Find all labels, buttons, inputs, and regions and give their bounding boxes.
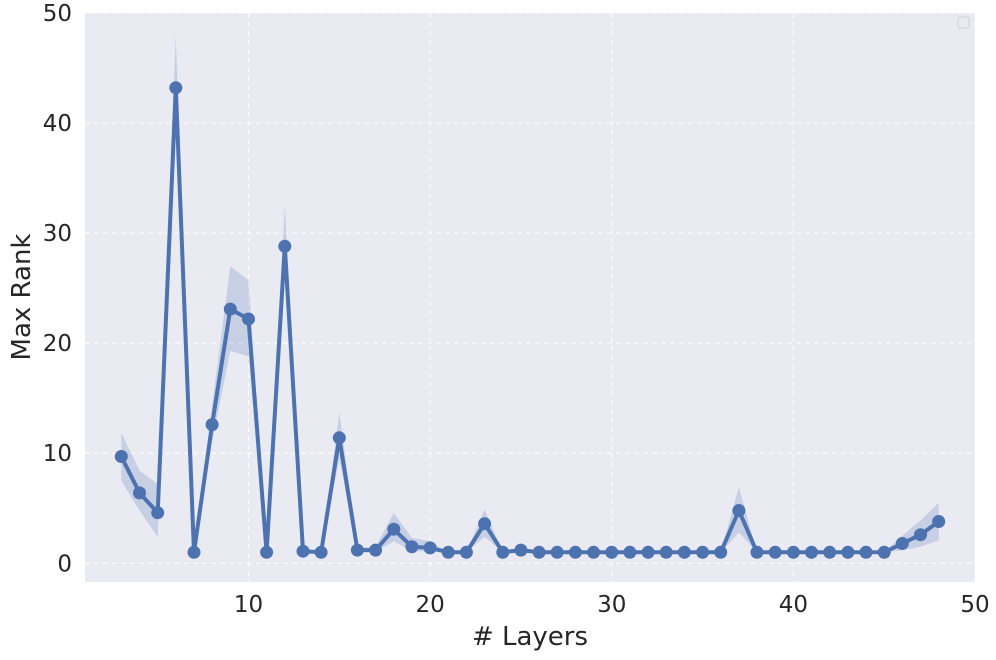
data-point <box>114 450 128 463</box>
data-point <box>423 541 437 555</box>
data-point <box>659 545 673 559</box>
data-point <box>332 431 346 445</box>
data-point <box>677 545 691 559</box>
data-point <box>877 545 891 559</box>
data-point <box>605 545 619 559</box>
x-axis-label: # Layers <box>472 622 588 652</box>
y-tick-label: 30 <box>43 221 72 247</box>
data-point <box>587 545 601 559</box>
data-points <box>114 81 946 559</box>
data-point <box>841 545 855 559</box>
y-tick-labels: 0 10 20 30 40 50 <box>43 1 72 577</box>
data-point <box>387 522 401 536</box>
data-point <box>478 517 492 531</box>
x-tick-labels: 10 20 30 40 50 <box>234 592 990 618</box>
data-point <box>278 239 292 253</box>
data-point <box>914 528 927 542</box>
data-point <box>532 545 546 559</box>
y-axis-label: Max Rank <box>7 234 37 361</box>
data-point <box>768 545 782 559</box>
data-point <box>786 545 800 559</box>
x-tick-label: 30 <box>597 592 626 618</box>
x-tick-label: 50 <box>960 592 989 618</box>
data-point <box>895 537 909 550</box>
data-point <box>296 544 310 558</box>
data-point <box>805 545 818 559</box>
plot-area <box>85 13 975 582</box>
data-point <box>514 543 528 557</box>
legend-box <box>957 16 970 29</box>
data-point <box>314 545 328 559</box>
grid <box>85 12 976 582</box>
y-tick-label: 0 <box>57 551 72 577</box>
data-point <box>732 504 746 517</box>
data-point <box>696 545 710 559</box>
data-point <box>151 506 165 520</box>
data-point <box>932 515 946 528</box>
data-point <box>714 545 728 559</box>
data-point <box>205 418 219 432</box>
data-point <box>405 540 419 554</box>
data-point <box>260 545 274 559</box>
data-point <box>369 543 383 557</box>
x-tick-label: 10 <box>234 592 263 618</box>
data-point <box>641 545 655 559</box>
data-point <box>242 312 255 326</box>
x-tick-label: 40 <box>779 592 808 618</box>
data-point <box>133 486 146 500</box>
data-point <box>169 81 183 95</box>
x-tick-label: 20 <box>415 592 444 618</box>
y-tick-label: 50 <box>43 1 72 27</box>
data-point <box>459 545 473 559</box>
y-tick-label: 10 <box>43 441 72 467</box>
data-point <box>187 545 201 559</box>
data-point <box>223 302 237 316</box>
data-point <box>823 545 837 559</box>
data-point <box>623 545 637 559</box>
data-point <box>568 545 582 559</box>
data-point <box>750 545 764 559</box>
y-tick-label: 40 <box>43 111 72 137</box>
data-point <box>441 545 455 559</box>
data-point <box>496 545 510 559</box>
series-line <box>119 85 940 555</box>
data-point <box>859 545 873 559</box>
y-tick-label: 20 <box>43 331 72 357</box>
data-point <box>550 545 564 559</box>
data-point <box>350 543 364 557</box>
